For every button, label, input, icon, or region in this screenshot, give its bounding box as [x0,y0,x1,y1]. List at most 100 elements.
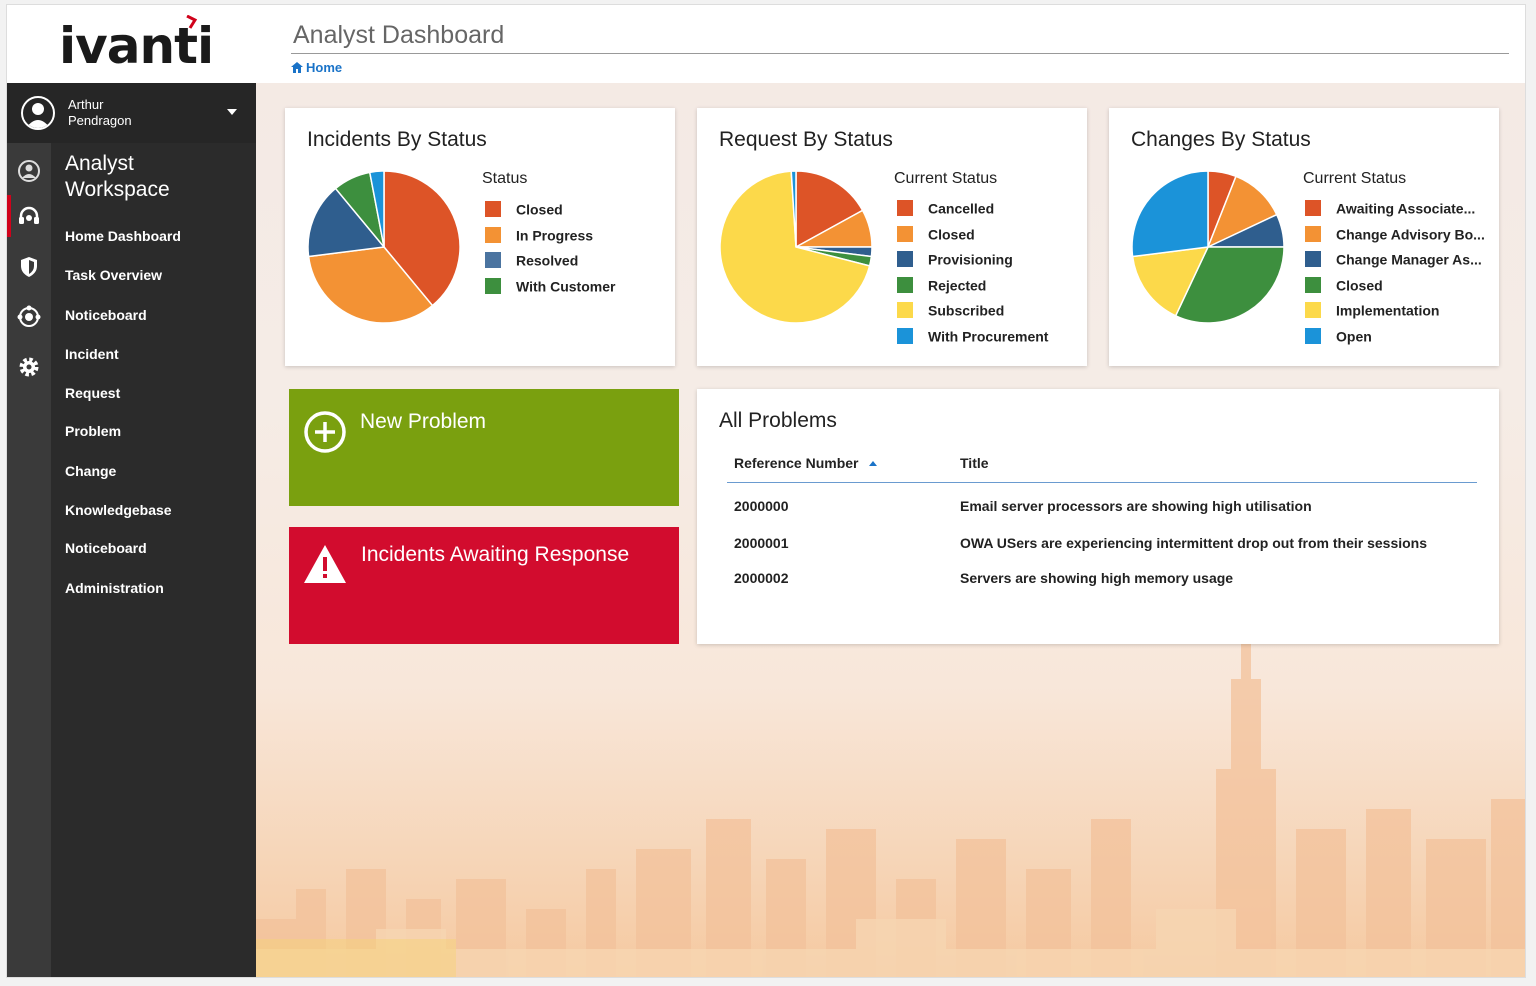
breadcrumb-home[interactable]: Home [306,60,343,76]
sidebar-item-incident[interactable]: Incident [65,346,119,362]
pie-slice[interactable] [795,170,864,249]
legend-item: Cancelled [897,199,994,217]
incidents-awaiting-label: Incidents Awaiting Response [361,543,630,566]
legend-item: Open [1305,327,1372,345]
legend-label: Rejected [928,277,987,294]
app-window: ivanti Arthur Pendragon [6,4,1526,978]
incidents-pie-chart[interactable] [307,170,461,324]
legend-title: Current Status [894,170,998,187]
legend-label: In Progress [516,227,594,244]
legend-item: Closed [897,225,975,243]
legend-swatch [485,252,501,269]
pie-slice[interactable] [368,170,385,248]
pie-slice[interactable] [307,246,434,324]
legend-swatch [1305,277,1321,294]
user-last-name: Pendragon [68,113,132,128]
pie-slice[interactable] [383,170,461,307]
city-skyline-image [256,639,1525,977]
legend-label: Subscribed [928,302,1005,319]
chevron-down-icon[interactable] [227,109,237,115]
legend-label: Open [1336,328,1372,345]
sidebar-item-administration[interactable]: Administration [65,580,164,596]
sidebar-item-noticeboard-2[interactable]: Noticeboard [65,540,147,556]
legend-item: Implementation [1305,301,1439,319]
cell-title: OWA USers are experiencing intermittent … [960,535,1428,551]
sort-ascending-icon [869,461,878,467]
sidebar-item-home-dashboard[interactable]: Home Dashboard [65,228,181,244]
request-pie-chart[interactable] [719,170,873,324]
page-title: Analyst Dashboard [293,21,505,49]
legend-swatch [485,201,501,218]
icon-rail [7,143,51,977]
avatar [21,96,55,130]
network-icon[interactable] [17,305,41,329]
user-avatar-icon [26,103,50,128]
legend-item: Closed [485,200,563,218]
workspace-title-line1: Analyst [65,152,134,175]
new-problem-tile[interactable]: New Problem [289,389,679,506]
legend-item: Awaiting Associate... [1305,199,1475,217]
legend-item: Rejected [897,276,987,294]
title-divider [291,53,1509,54]
pie-slice[interactable] [1174,246,1285,324]
legend-swatch [897,328,913,345]
legend-item: Provisioning [897,250,1013,268]
shield-icon[interactable] [17,255,41,279]
incidents-by-status-card: Incidents By Status Status Closed In Pro… [285,108,675,366]
sidebar-item-change[interactable]: Change [65,463,117,479]
warning-icon [304,545,346,583]
gear-icon[interactable] [17,355,41,379]
legend-item: Resolved [485,251,578,269]
breadcrumb[interactable]: Home [291,59,342,75]
headset-icon[interactable] [17,205,41,229]
sidebar-item-noticeboard[interactable]: Noticeboard [65,307,147,323]
new-problem-label: New Problem [360,410,487,433]
cell-reference: 2000001 [734,535,789,551]
legend-label: Closed [516,201,563,218]
pie-slice[interactable] [307,187,386,258]
logo-mark-icon [186,15,198,29]
sidebar-item-task-overview[interactable]: Task Overview [65,267,163,283]
legend-swatch [1305,328,1321,345]
legend-item: With Procurement [897,327,1048,345]
logo-area: ivanti [7,5,256,83]
column-header-reference-number[interactable]: Reference Number [734,455,878,471]
user-circle-icon[interactable] [17,159,41,183]
sidebar: ivanti Arthur Pendragon [7,5,256,977]
user-first-name: Arthur [68,97,104,112]
incidents-awaiting-response-tile[interactable]: Incidents Awaiting Response [289,527,679,644]
legend-swatch [897,302,913,319]
all-problems-card: All Problems Reference Number Title 2000… [697,389,1499,644]
legend-item: With Customer [485,277,616,295]
sidebar-item-problem[interactable]: Problem [65,423,122,439]
legend-label: With Customer [516,278,616,295]
legend-title: Status [482,170,528,187]
active-indicator [7,195,11,237]
cell-title: Servers are showing high memory usage [960,570,1234,586]
home-icon [291,62,303,74]
legend-swatch [485,227,501,244]
sidebar-item-knowledgebase[interactable]: Knowledgebase [65,502,172,518]
legend-swatch [485,278,501,295]
add-circle-icon [304,411,346,453]
sidebar-item-request[interactable]: Request [65,385,121,401]
legend-swatch [1305,251,1321,268]
legend-swatch [897,277,913,294]
user-name: Arthur Pendragon [68,97,188,129]
card-title: Request By Status [719,128,893,151]
legend-item: Change Advisory Bo... [1305,225,1485,243]
card-title: Incidents By Status [307,128,487,151]
pie-slice[interactable] [1131,246,1210,317]
column-header-title[interactable]: Title [960,455,989,471]
pie-slice[interactable] [1131,170,1209,258]
cell-title: Email server processors are showing high… [960,498,1312,514]
legend-label: Provisioning [928,251,1013,268]
legend-swatch [897,226,913,243]
pie-slice[interactable] [790,170,797,248]
pie-slice[interactable] [719,170,871,324]
changes-pie-chart[interactable] [1131,170,1285,324]
user-menu[interactable]: Arthur Pendragon [7,83,256,143]
ivanti-logo: ivanti [59,17,214,75]
cell-reference: 2000000 [734,498,789,514]
all-problems-title: All Problems [719,409,837,432]
